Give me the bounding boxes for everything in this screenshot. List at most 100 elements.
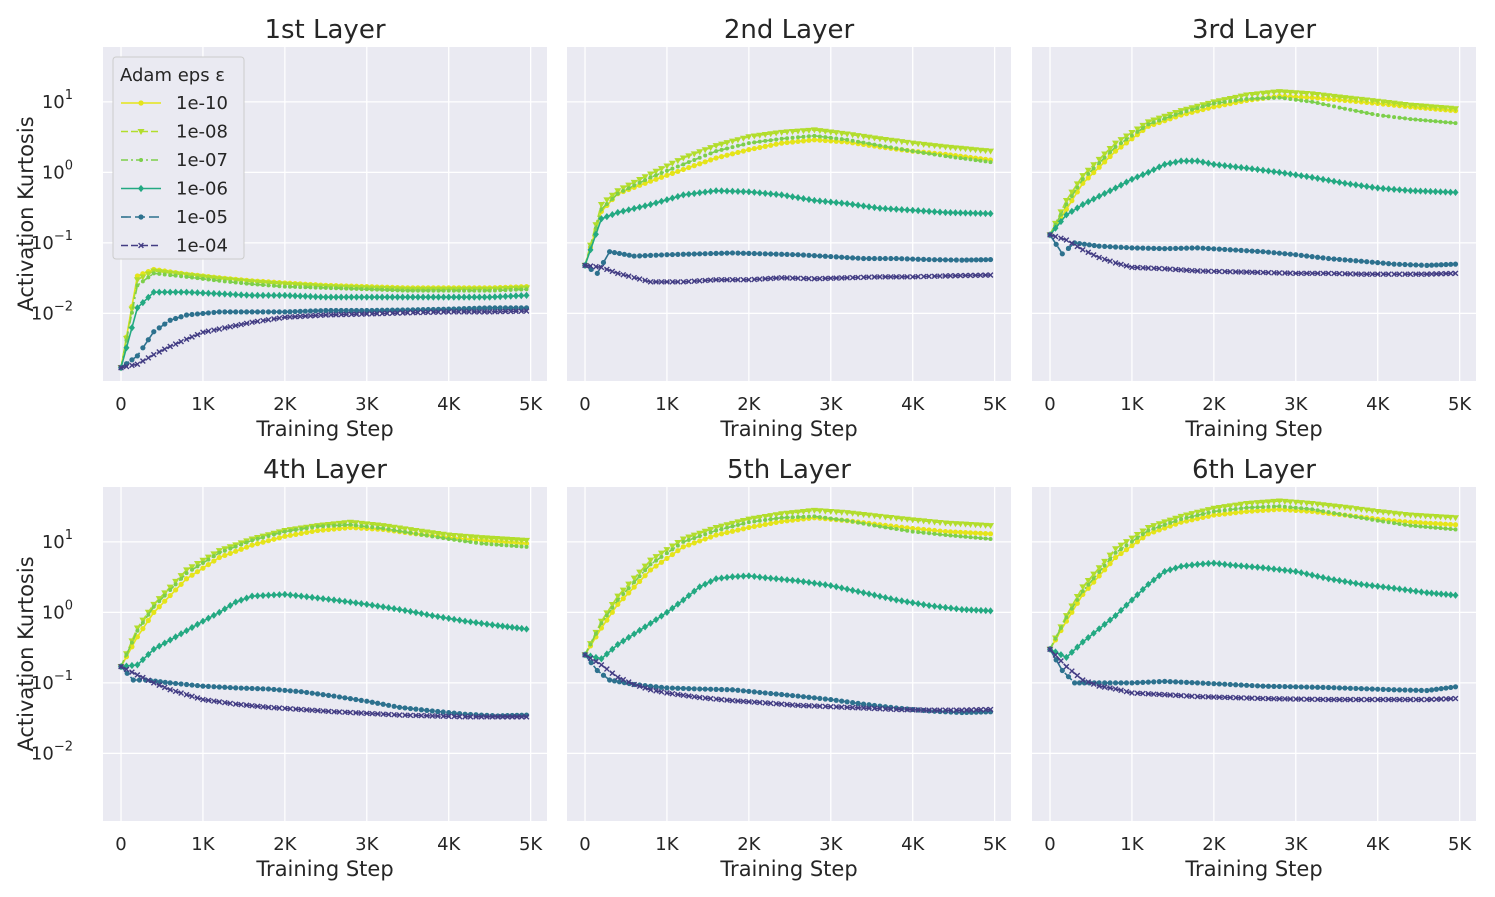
data-point bbox=[1216, 103, 1222, 109]
data-point bbox=[668, 160, 676, 167]
data-point bbox=[741, 142, 746, 147]
data-point bbox=[914, 517, 922, 524]
data-point bbox=[194, 289, 201, 297]
data-point bbox=[379, 523, 387, 530]
data-point bbox=[1303, 270, 1310, 277]
data-point bbox=[1402, 271, 1408, 278]
data-point bbox=[1437, 514, 1445, 521]
data-point bbox=[271, 532, 276, 537]
data-point bbox=[784, 701, 790, 708]
data-point bbox=[1156, 679, 1162, 685]
data-point bbox=[805, 195, 812, 204]
data-point bbox=[1200, 512, 1205, 517]
data-point bbox=[1091, 576, 1096, 581]
data-point bbox=[958, 156, 963, 161]
data-point bbox=[1396, 585, 1403, 593]
data-point bbox=[1058, 235, 1064, 242]
data-point bbox=[375, 287, 380, 292]
data-point bbox=[658, 197, 665, 205]
data-point bbox=[987, 607, 994, 615]
data-point bbox=[1375, 113, 1380, 118]
data-point bbox=[508, 287, 513, 292]
data-point bbox=[1337, 512, 1342, 517]
data-point bbox=[342, 709, 348, 716]
data-point bbox=[778, 511, 786, 518]
data-point bbox=[352, 599, 359, 607]
data-point bbox=[806, 275, 812, 282]
data-point bbox=[487, 535, 495, 542]
data-point bbox=[800, 275, 807, 282]
data-point bbox=[669, 194, 676, 202]
data-point bbox=[942, 257, 949, 263]
data-point bbox=[1156, 691, 1163, 698]
data-point bbox=[145, 337, 151, 343]
data-point bbox=[801, 514, 806, 519]
data-point bbox=[1325, 696, 1332, 703]
x-tick-label: 1K bbox=[191, 834, 215, 855]
data-point bbox=[1391, 687, 1397, 693]
data-point bbox=[492, 288, 497, 293]
data-point bbox=[1358, 258, 1364, 264]
data-point bbox=[987, 523, 995, 530]
data-point bbox=[664, 555, 670, 561]
data-point bbox=[625, 206, 632, 214]
data-point bbox=[420, 309, 426, 316]
data-point bbox=[785, 136, 790, 141]
data-point bbox=[789, 129, 797, 136]
data-point bbox=[389, 310, 396, 317]
data-point bbox=[1364, 110, 1369, 115]
data-point bbox=[1407, 271, 1414, 278]
data-point bbox=[199, 617, 206, 625]
data-point bbox=[440, 713, 447, 720]
series-group bbox=[117, 266, 531, 372]
data-point bbox=[719, 527, 724, 532]
data-point bbox=[1216, 246, 1222, 252]
data-point bbox=[484, 713, 490, 720]
data-point bbox=[489, 713, 496, 720]
data-point bbox=[952, 272, 959, 279]
data-point bbox=[637, 180, 642, 185]
data-point bbox=[1292, 171, 1299, 179]
data-point bbox=[190, 567, 195, 572]
series-markers-1e-07 bbox=[119, 271, 529, 370]
data-point bbox=[773, 575, 780, 583]
data-point bbox=[323, 307, 329, 314]
data-point bbox=[161, 346, 168, 353]
data-point bbox=[1402, 586, 1409, 594]
data-point bbox=[691, 189, 698, 198]
data-point bbox=[745, 572, 752, 580]
data-point bbox=[1124, 543, 1129, 548]
data-point bbox=[282, 309, 288, 315]
data-point bbox=[1347, 578, 1354, 587]
data-point bbox=[1448, 684, 1454, 691]
data-point bbox=[322, 312, 329, 318]
data-point bbox=[1123, 262, 1130, 269]
data-point bbox=[1332, 104, 1337, 109]
data-point bbox=[982, 209, 989, 218]
data-point bbox=[317, 293, 324, 301]
data-point bbox=[616, 679, 623, 685]
data-point bbox=[789, 576, 796, 584]
data-point bbox=[499, 542, 504, 547]
data-point bbox=[328, 286, 333, 291]
data-point bbox=[194, 569, 201, 575]
data-point bbox=[156, 325, 162, 331]
data-point bbox=[1139, 690, 1146, 697]
data-point bbox=[811, 275, 818, 282]
data-point bbox=[921, 150, 926, 155]
data-point bbox=[603, 650, 610, 658]
panel-title: 3rd Layer bbox=[1192, 15, 1316, 45]
data-point bbox=[1173, 679, 1179, 685]
data-point bbox=[740, 148, 746, 154]
data-point bbox=[653, 199, 660, 207]
data-point bbox=[446, 536, 451, 541]
data-point bbox=[1293, 252, 1299, 258]
data-point bbox=[1303, 696, 1310, 703]
data-point bbox=[276, 687, 282, 693]
data-point bbox=[1102, 563, 1107, 568]
data-point bbox=[1090, 162, 1098, 169]
data-point bbox=[1189, 157, 1196, 165]
data-point bbox=[1172, 515, 1180, 522]
data-point bbox=[604, 617, 610, 623]
data-point bbox=[1080, 177, 1085, 182]
